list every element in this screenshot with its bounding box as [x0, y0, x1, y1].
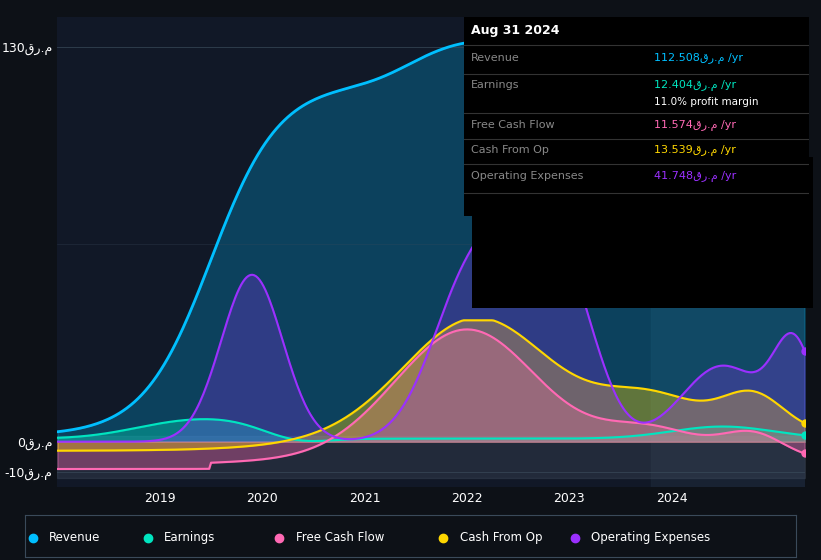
Text: Earnings: Earnings [470, 80, 519, 90]
Text: Free Cash Flow: Free Cash Flow [470, 120, 554, 129]
Text: 112.508قر.م /yr: 112.508قر.م /yr [654, 53, 742, 64]
Text: 13.539قر.م /yr: 13.539قر.م /yr [654, 145, 736, 156]
Text: Revenue: Revenue [49, 531, 101, 544]
Text: Operating Expenses: Operating Expenses [470, 171, 583, 181]
Text: 11.574قر.م /yr: 11.574قر.م /yr [654, 120, 736, 130]
Text: Free Cash Flow: Free Cash Flow [296, 531, 384, 544]
Text: Revenue: Revenue [470, 53, 520, 63]
Text: Aug 31 2024: Aug 31 2024 [470, 24, 559, 37]
Text: 12.404قر.م /yr: 12.404قر.م /yr [654, 80, 736, 91]
Bar [651, 17, 805, 487]
Text: Cash From Op: Cash From Op [460, 531, 542, 544]
Text: 11.0% profit margin: 11.0% profit margin [654, 97, 758, 107]
Text: Cash From Op: Cash From Op [470, 145, 548, 155]
Text: Earnings: Earnings [164, 531, 216, 544]
Text: 41.748قر.م /yr: 41.748قر.م /yr [654, 171, 736, 181]
Text: Operating Expenses: Operating Expenses [591, 531, 710, 544]
